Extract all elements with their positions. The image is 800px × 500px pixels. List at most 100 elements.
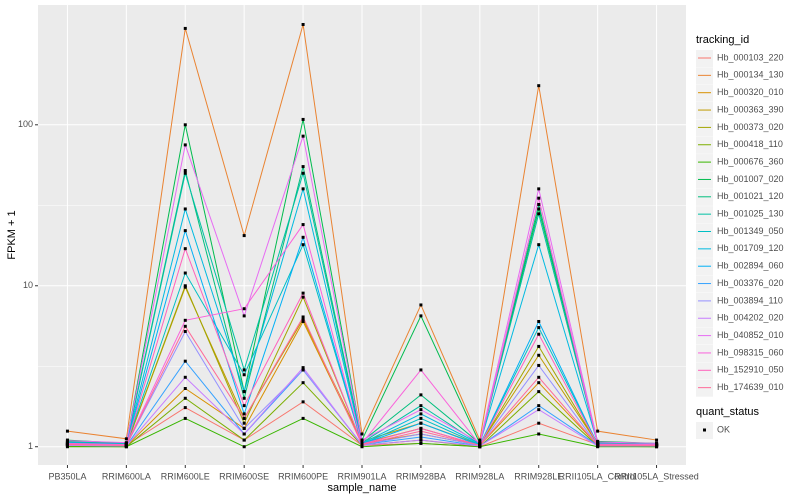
legend-label: Hb_002894_060 (717, 261, 784, 271)
data-point (301, 381, 305, 385)
data-point (301, 117, 305, 121)
data-point (301, 315, 305, 319)
data-point (419, 435, 423, 439)
data-point (301, 134, 305, 138)
data-point (419, 438, 423, 442)
data-point (242, 412, 246, 416)
data-point (242, 368, 246, 372)
data-point (301, 235, 305, 239)
data-point (419, 404, 423, 408)
data-point (596, 440, 600, 444)
legend-label: Hb_004202_020 (717, 313, 784, 323)
data-point (537, 207, 541, 211)
data-point (301, 416, 305, 420)
data-point (183, 207, 187, 211)
x-tick-label: PB350LA (48, 471, 86, 481)
data-point (537, 344, 541, 348)
data-point (537, 326, 541, 330)
x-tick-label: RRIM928LE (514, 471, 563, 481)
data-point (419, 432, 423, 436)
data-point (537, 381, 541, 385)
x-tick-label: RRIM600LE (161, 471, 210, 481)
data-point (301, 295, 305, 299)
data-point (537, 187, 541, 191)
legend-label: Hb_000103_220 (717, 52, 784, 62)
data-point (419, 421, 423, 425)
data-point (242, 396, 246, 400)
y-tick-label: 100 (18, 119, 33, 129)
data-point (183, 26, 187, 30)
legend-label: Hb_174639_010 (717, 382, 784, 392)
data-point (301, 187, 305, 191)
legend-label: Hb_001025_130 (717, 209, 784, 219)
data-point (301, 291, 305, 295)
data-point (183, 416, 187, 420)
data-point (242, 373, 246, 377)
legend-title: tracking_id (696, 34, 749, 46)
x-tick-label: RRIM928LA (455, 471, 504, 481)
data-point (301, 368, 305, 372)
legend-label: Hb_001349_050 (717, 226, 784, 236)
data-point (301, 319, 305, 323)
data-point (242, 432, 246, 436)
x-tick-label: RRII105LA_Stressed (614, 471, 699, 481)
data-point (537, 375, 541, 379)
data-point (419, 416, 423, 420)
data-point (183, 247, 187, 251)
data-point (301, 400, 305, 404)
data-point (419, 408, 423, 412)
data-point (183, 171, 187, 175)
data-point (183, 324, 187, 328)
data-point (537, 363, 541, 367)
data-point (537, 202, 541, 206)
data-point (301, 243, 305, 247)
data-point (537, 432, 541, 436)
data-point (183, 359, 187, 363)
data-point (596, 429, 600, 433)
legend2-label: OK (717, 424, 730, 434)
data-point (537, 212, 541, 216)
x-tick-label: RRIM600SE (219, 471, 269, 481)
legend-label: Hb_003376_020 (717, 278, 784, 288)
data-point (242, 314, 246, 318)
data-point (301, 366, 305, 370)
legend-label: Hb_040852_010 (717, 330, 784, 340)
x-tick-label: RRIM600LA (102, 471, 151, 481)
data-point (478, 438, 482, 442)
data-point (478, 443, 482, 447)
data-point (183, 396, 187, 400)
data-point (183, 143, 187, 147)
data-point (124, 437, 128, 441)
data-point (537, 390, 541, 394)
data-point (537, 243, 541, 247)
data-point (419, 426, 423, 430)
data-point (301, 223, 305, 227)
data-point (537, 353, 541, 357)
legend-label: Hb_000320_010 (717, 87, 784, 97)
legend: Hb_000103_220 Hb_000134_130 Hb_000320_010 H… (696, 50, 784, 439)
data-point (596, 443, 600, 447)
data-point (242, 416, 246, 420)
data-point (537, 84, 541, 88)
data-point (183, 271, 187, 275)
data-point (419, 429, 423, 433)
data-point (65, 439, 69, 443)
data-point (242, 438, 246, 442)
data-point (537, 421, 541, 425)
data-point (419, 314, 423, 318)
data-point (242, 390, 246, 394)
legend-label: Hb_000134_130 (717, 70, 784, 80)
legend-label: Hb_000373_020 (717, 122, 784, 132)
data-point (655, 443, 659, 447)
plot (65, 22, 659, 449)
data-point (301, 22, 305, 26)
data-point (183, 406, 187, 410)
legend-label: Hb_001709_120 (717, 243, 784, 253)
legend-label: Hb_000676_360 (717, 156, 784, 166)
data-point (301, 165, 305, 169)
data-point (537, 196, 541, 200)
x-axis-title: sample_name (327, 482, 396, 494)
data-point (301, 171, 305, 175)
y-tick-label: 10 (23, 280, 33, 290)
